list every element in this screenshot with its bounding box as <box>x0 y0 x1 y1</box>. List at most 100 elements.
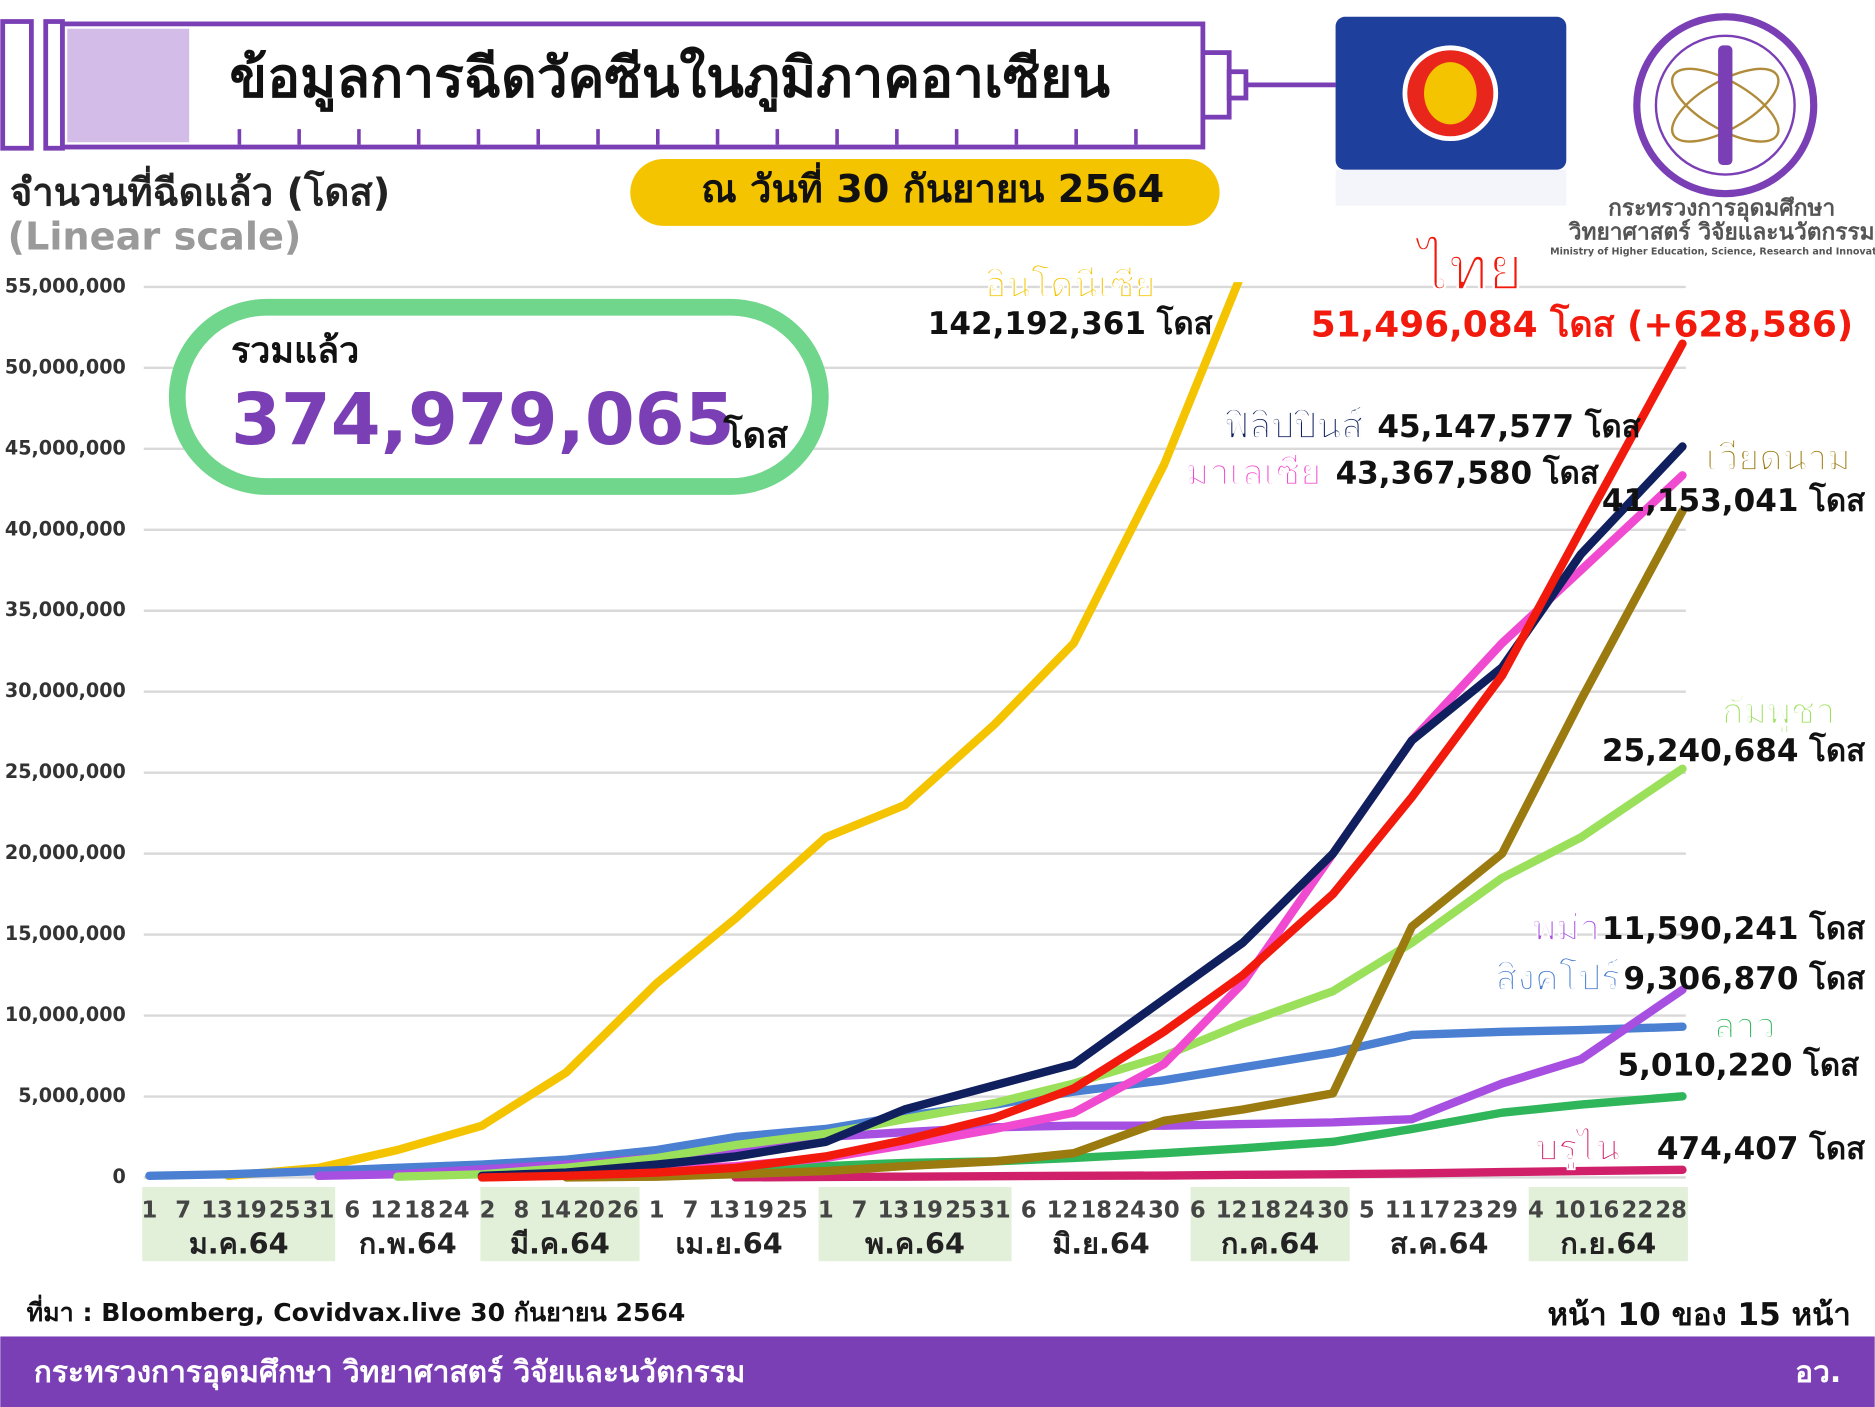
series-line <box>562 506 1687 1182</box>
series-line <box>224 282 1243 1180</box>
month-band <box>480 1187 640 1262</box>
month-label: มี.ค.64 <box>510 1227 610 1261</box>
series-line <box>393 764 1687 1181</box>
x-tick-label: 2 <box>480 1197 496 1223</box>
date: ณ วันที่ 30 กันยายน 2564 <box>701 162 1164 212</box>
month-label: ม.ค.64 <box>189 1227 289 1261</box>
y-tick-label: 45,000,000 <box>5 436 126 459</box>
legend-label: ไทย <box>1412 234 1522 304</box>
value-label: 51,496,084 โดส (+628,586) <box>1311 302 1853 345</box>
month-label: ก.พ.64 <box>359 1227 457 1261</box>
ministry-line1: กระทรวงการอุดมศึกษา <box>1608 196 1835 223</box>
x-tick-label: 1 <box>818 1197 834 1223</box>
y-axis-subtitle: (Linear scale) <box>7 215 301 260</box>
y-tick-label: 25,000,000 <box>5 760 126 783</box>
x-tick-label: 31 <box>979 1197 1011 1223</box>
ministry-logo <box>1633 13 1818 198</box>
x-tick-label: 20 <box>573 1197 605 1223</box>
footer-bar <box>0 1336 1875 1407</box>
month-label: ส.ค.64 <box>1390 1227 1488 1261</box>
x-tick-label: 28 <box>1655 1197 1687 1223</box>
total-box <box>168 298 829 495</box>
value-label: 45,147,577 โดส <box>1377 407 1640 445</box>
month-label: พ.ค.64 <box>865 1227 965 1261</box>
month-band <box>1190 1187 1350 1262</box>
x-tick-label: 18 <box>1250 1197 1282 1223</box>
x-tick-label: 6 <box>344 1197 360 1223</box>
x-tick-label: 7 <box>175 1197 191 1223</box>
x-tick-label: 10 <box>1554 1197 1586 1223</box>
y-tick-label: 5,000,000 <box>18 1084 126 1107</box>
y-axis-title: จำนวนที่ฉีดแล้ว (โดส) <box>10 165 390 215</box>
x-tick-label: 13 <box>201 1197 233 1223</box>
series-line <box>731 1165 1687 1182</box>
footer-short: อว. <box>1795 1355 1841 1390</box>
y-tick-label: 35,000,000 <box>5 598 126 621</box>
value-label: 25,240,684 โดส <box>1602 731 1865 769</box>
value-label: 43,367,580 โดส <box>1336 454 1599 492</box>
page-number: หน้า 10 ของ 15 หน้า <box>1548 1297 1851 1333</box>
total-value: 374,979,065 <box>231 377 735 461</box>
legend-label: ฟิลิปปินส์ <box>1224 405 1363 447</box>
x-tick-label: 25 <box>945 1197 977 1223</box>
y-tick-label: 15,000,000 <box>5 922 126 945</box>
value-label: 41,153,041 โดส <box>1602 481 1865 519</box>
plot-area <box>145 282 1687 1182</box>
x-tick-label: 12 <box>1216 1197 1248 1223</box>
legend-label: พม่า <box>1532 908 1599 949</box>
x-tick-label: 19 <box>911 1197 943 1223</box>
source: ที่มา : Bloomberg, Covidvax.live 30 กันย… <box>27 1294 686 1327</box>
x-tick-label: 7 <box>683 1197 699 1223</box>
ministry-en: Ministry of Higher Education, Science, R… <box>1550 247 1875 258</box>
total-label: รวมแล้ว <box>231 331 359 372</box>
series-line <box>477 471 1687 1181</box>
y-tick-label: 55,000,000 <box>5 274 126 297</box>
x-tick-label: 19 <box>742 1197 774 1223</box>
legend-label: อินโดนีเซีย <box>985 263 1156 306</box>
x-tick-label: 26 <box>607 1197 639 1223</box>
y-tick-label: 0 <box>113 1165 126 1188</box>
x-tick-label: 13 <box>878 1197 910 1223</box>
month-band <box>1528 1187 1688 1262</box>
axes: 0 5,000,000 10,000,000 15,000,000 20,000,000… <box>5 274 1688 1262</box>
month-label: ก.ค.64 <box>1221 1227 1319 1261</box>
x-tick-label: 13 <box>708 1197 740 1223</box>
month-label: เม.ย.64 <box>675 1227 782 1261</box>
x-tick-label: 25 <box>269 1197 301 1223</box>
series-line <box>477 339 1687 1182</box>
total-unit: โดส <box>723 414 789 457</box>
x-tick-label: 1 <box>141 1197 157 1223</box>
x-tick-label: 24 <box>1283 1197 1315 1223</box>
x-tick-label: 19 <box>235 1197 267 1223</box>
x-tick-label: 12 <box>1047 1197 1079 1223</box>
legend-label: สิงคโปร์ <box>1495 956 1620 999</box>
x-tick-label: 17 <box>1419 1197 1451 1223</box>
y-tick-label: 30,000,000 <box>5 679 126 702</box>
series-line <box>477 442 1687 1180</box>
x-tick-label: 8 <box>513 1197 529 1223</box>
value-label: 9,306,870 โดส <box>1623 959 1865 997</box>
month-label: ก.ย.64 <box>1560 1227 1656 1261</box>
month-band <box>142 1187 336 1262</box>
y-tick-label: 10,000,000 <box>5 1003 126 1026</box>
y-tick-label: 20,000,000 <box>5 841 126 864</box>
x-tick-label: 12 <box>370 1197 402 1223</box>
value-label: 5,010,220 โดส <box>1618 1045 1860 1083</box>
month-label: มิ.ย.64 <box>1052 1227 1149 1261</box>
date-pill <box>630 158 1220 226</box>
value-label: 474,407 โดส <box>1657 1129 1865 1167</box>
y-tick-label: 50,000,000 <box>5 355 126 378</box>
legend-label: ลาว <box>1713 1006 1775 1047</box>
x-tick-label: 24 <box>438 1197 470 1223</box>
syringe <box>0 19 1336 151</box>
x-tick-label: 18 <box>1080 1197 1112 1223</box>
x-tick-label: 22 <box>1622 1197 1654 1223</box>
x-tick-label: 6 <box>1190 1197 1206 1223</box>
ministry-line2: วิทยาศาสตร์ วิจัยและนวัตกรรม <box>1568 219 1875 246</box>
x-tick-label: 24 <box>1114 1197 1146 1223</box>
x-tick-label: 23 <box>1452 1197 1484 1223</box>
title: ข้อมูลการฉีดวัคซีนในภูมิภาคอาเซียน <box>230 45 1111 112</box>
